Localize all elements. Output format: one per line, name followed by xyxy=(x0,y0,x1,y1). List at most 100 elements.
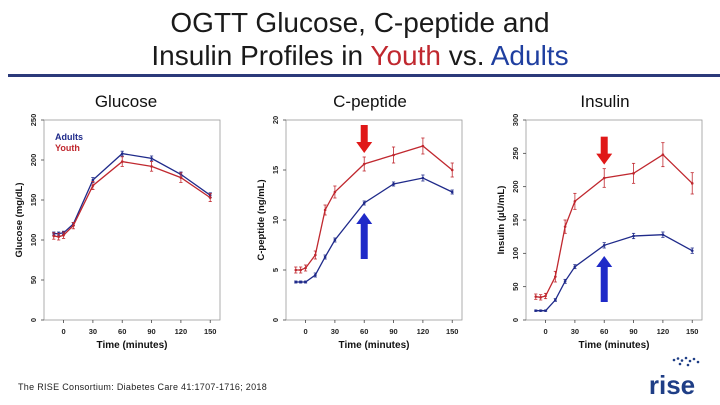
series-line-adults xyxy=(295,177,453,283)
data-point xyxy=(57,235,60,239)
y-tick-label: 10 xyxy=(271,216,280,224)
data-point xyxy=(91,178,95,182)
data-point xyxy=(534,309,538,312)
data-point xyxy=(150,165,153,168)
citation: The RISE Consortium: Diabetes Care 41:17… xyxy=(18,382,268,392)
data-point xyxy=(661,233,665,236)
x-tick-label: 60 xyxy=(360,327,368,336)
data-point xyxy=(392,153,395,157)
x-tick-label: 30 xyxy=(331,327,339,336)
data-point xyxy=(299,268,302,272)
data-point xyxy=(120,152,124,155)
data-point xyxy=(544,309,547,312)
legend-entry: Youth xyxy=(55,143,80,153)
x-tick-label: 0 xyxy=(61,327,65,336)
data-point xyxy=(294,280,298,284)
down-arrow-head xyxy=(596,153,613,165)
data-point xyxy=(333,190,337,194)
data-point xyxy=(539,309,542,312)
data-point xyxy=(314,253,317,257)
rise-logo-text: rise xyxy=(649,370,695,400)
data-point xyxy=(450,168,454,172)
data-point xyxy=(563,280,567,283)
data-point xyxy=(120,160,124,163)
slide-title: OGTT Glucose, C-peptide and Insulin Prof… xyxy=(0,6,720,72)
x-tick-label: 150 xyxy=(686,327,699,336)
title-line-2: Insulin Profiles in Youth vs. Adults xyxy=(0,39,720,72)
series-line-adults xyxy=(535,234,693,312)
y-tick-label: 100 xyxy=(29,234,38,247)
title-line-1: OGTT Glucose, C-peptide and xyxy=(170,7,550,38)
x-tick-label: 60 xyxy=(118,327,126,336)
c-peptide-chart: 0 30 60 90 120 150 0 5 10 15 20 Time (minutes) C-pep… xyxy=(256,116,463,351)
y-tick-label: 0 xyxy=(29,318,38,322)
data-point xyxy=(534,295,538,298)
y-tick-label: 200 xyxy=(511,180,520,193)
y-tick-label: 15 xyxy=(271,166,280,174)
data-point xyxy=(690,182,694,185)
y-tick-label: 50 xyxy=(511,282,520,290)
data-point xyxy=(294,268,298,272)
plot-frame xyxy=(43,119,221,321)
y-tick-label: 150 xyxy=(29,194,38,207)
data-point xyxy=(632,234,635,238)
y-tick-label: 20 xyxy=(271,116,280,124)
y-tick-label: 50 xyxy=(29,276,38,284)
x-tick-label: 90 xyxy=(389,327,397,336)
x-tick-label: 150 xyxy=(446,327,459,336)
insulin-heading: Insulin xyxy=(580,92,630,111)
legend-entry: Adults xyxy=(55,132,83,142)
y-axis-label: C-peptide (ng/mL) xyxy=(256,179,267,260)
plot-frame xyxy=(285,119,463,321)
data-point xyxy=(62,233,65,237)
series-line-adults xyxy=(53,152,211,235)
data-point xyxy=(450,190,454,194)
glucose-heading: Glucose xyxy=(94,92,158,111)
data-point xyxy=(333,238,337,242)
data-point xyxy=(72,224,75,227)
x-tick-label: 30 xyxy=(571,327,579,336)
data-point xyxy=(573,265,577,268)
title-vs: vs. xyxy=(440,40,491,71)
y-tick-label: 5 xyxy=(271,268,280,272)
title-insulin-profiles-in: Insulin Profiles in xyxy=(151,40,371,71)
data-point xyxy=(554,275,557,278)
y-tick-label: 100 xyxy=(511,247,520,260)
data-point xyxy=(304,266,307,270)
data-point xyxy=(91,184,95,187)
data-point xyxy=(690,249,694,252)
data-point xyxy=(52,234,56,238)
title-youth: Youth xyxy=(370,40,441,71)
series-line-youth xyxy=(53,160,211,238)
data-point xyxy=(573,200,577,203)
data-point xyxy=(539,296,542,299)
insulin-chart: 0 30 60 90 120 150 0 50 100 150 200 250 300 Time (min… xyxy=(496,114,703,351)
title-adults: Adults xyxy=(490,40,569,71)
up-arrow-head xyxy=(356,213,373,224)
x-tick-label: 90 xyxy=(629,327,637,336)
c-peptide-heading: C-peptide xyxy=(333,92,407,111)
rise-logo: rise xyxy=(649,356,700,400)
y-tick-label: 0 xyxy=(511,318,520,322)
up-arrow-shaft xyxy=(360,223,368,259)
x-axis-label: Time (minutes) xyxy=(97,340,168,351)
data-point xyxy=(563,225,567,228)
data-point xyxy=(544,294,547,298)
x-tick-label: 120 xyxy=(657,327,670,336)
data-point xyxy=(304,280,307,284)
x-axis-label: Time (minutes) xyxy=(579,340,650,351)
data-point xyxy=(421,144,425,148)
y-axis-label: Glucose (mg/dL) xyxy=(14,183,25,258)
up-arrow-head xyxy=(596,256,613,267)
data-point xyxy=(362,201,366,205)
down-arrow-head xyxy=(356,142,373,153)
down-arrow-shaft xyxy=(600,136,608,155)
x-tick-label: 30 xyxy=(89,327,97,336)
data-point xyxy=(323,255,327,259)
up-arrow-shaft xyxy=(600,266,608,302)
data-point xyxy=(602,244,606,247)
data-point xyxy=(179,176,183,179)
series-line-youth xyxy=(295,145,453,271)
data-point xyxy=(314,273,317,277)
x-tick-label: 60 xyxy=(600,327,608,336)
